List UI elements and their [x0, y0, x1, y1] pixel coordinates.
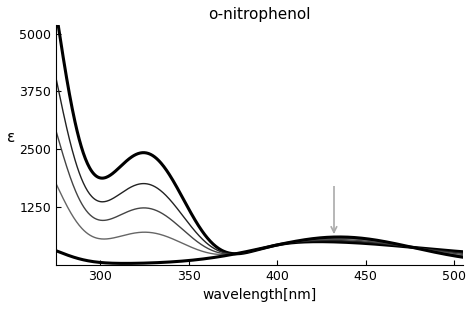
X-axis label: wavelength[nm]: wavelength[nm] — [202, 288, 317, 302]
Title: o-nitrophenol: o-nitrophenol — [209, 7, 311, 22]
Y-axis label: ε: ε — [7, 129, 15, 145]
